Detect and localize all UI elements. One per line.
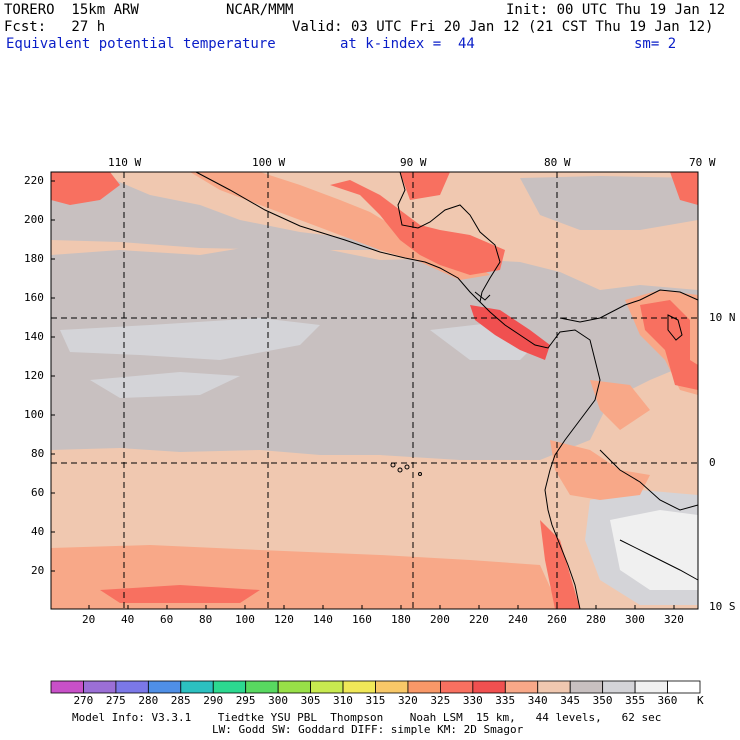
colorbar-swatch xyxy=(667,680,701,694)
colorbar-swatch xyxy=(634,680,668,694)
colorbar-label: 290 xyxy=(203,694,224,707)
lat-label-10n: 10 N xyxy=(709,311,736,324)
colorbar-label: 320 xyxy=(397,694,418,707)
colorbar-label: 315 xyxy=(365,694,386,707)
field-name: Equivalent potential temperature xyxy=(6,36,276,52)
colorbar-label: 300 xyxy=(268,694,289,707)
forecast-hour: Fcst: 27 h xyxy=(4,19,106,35)
lon-label-70w: 70 W xyxy=(689,156,716,169)
colorbar-swatch xyxy=(147,680,182,694)
colorbar-swatch xyxy=(180,680,214,694)
x-tick-200: 200 xyxy=(430,613,450,626)
colorbar-label: 350 xyxy=(592,694,613,707)
colorbar-label: 325 xyxy=(430,694,451,707)
model-physics: LW: Godd SW: Goddard DIFF: simple KM: 2D… xyxy=(212,723,524,736)
lat-label-0: 0 xyxy=(709,456,716,469)
colorbar-swatch xyxy=(310,680,344,694)
y-tick-100: 100 xyxy=(24,408,44,421)
lon-label-90w: 90 W xyxy=(400,156,427,169)
colorbar-label: 295 xyxy=(235,694,256,707)
x-tick-40: 40 xyxy=(121,613,135,626)
colorbar-label: 305 xyxy=(300,694,321,707)
y-tick-120: 120 xyxy=(24,369,44,382)
model-name: TORERO 15km ARW xyxy=(4,2,139,18)
x-tick-100: 100 xyxy=(235,613,255,626)
x-tick-300: 300 xyxy=(625,613,645,626)
x-tick-240: 240 xyxy=(508,613,528,626)
x-tick-220: 220 xyxy=(469,613,489,626)
smoothing-label: sm= 2 xyxy=(634,36,677,52)
colorbar-swatch xyxy=(212,680,247,694)
valid-time: Valid: 03 UTC Fri 20 Jan 12 (21 CST Thu … xyxy=(292,19,714,35)
x-tick-160: 160 xyxy=(352,613,372,626)
y-tick-60: 60 xyxy=(31,486,45,499)
map-fill xyxy=(51,172,698,609)
y-tick-220: 220 xyxy=(24,174,44,187)
colorbar-swatch xyxy=(50,680,84,694)
lon-label-100w: 100 W xyxy=(252,156,286,169)
colorbar-label: 280 xyxy=(138,694,159,707)
colorbar-swatch xyxy=(407,680,441,694)
colorbar-swatch xyxy=(472,680,506,694)
colorbar-label: 335 xyxy=(495,694,516,707)
x-tick-140: 140 xyxy=(313,613,333,626)
y-tick-40: 40 xyxy=(31,525,45,538)
colorbar-swatch xyxy=(602,680,636,694)
lon-label-80w: 80 W xyxy=(544,156,571,169)
colorbar-label: 355 xyxy=(625,694,645,707)
colorbar-label: 270 xyxy=(73,694,94,707)
y-tick-160: 160 xyxy=(24,291,44,304)
colorbar-swatch xyxy=(375,680,409,694)
colorbar-swatch xyxy=(537,680,571,694)
x-tick-260: 260 xyxy=(547,613,567,626)
init-time: Init: 00 UTC Thu 19 Jan 12 xyxy=(506,2,726,18)
y-tick-200: 200 xyxy=(24,213,44,226)
colorbar-label: 360 xyxy=(657,694,678,707)
colorbar-swatch xyxy=(277,680,311,694)
x-tick-60: 60 xyxy=(160,613,174,626)
level-label: at k-index = 44 xyxy=(340,36,475,52)
colorbar-unit: K xyxy=(697,694,704,707)
colorbar-swatch xyxy=(245,680,279,694)
x-tick-120: 120 xyxy=(274,613,294,626)
colorbar-label: 285 xyxy=(170,694,191,707)
colorbar-swatch xyxy=(439,680,474,694)
lat-label-10s: 10 S xyxy=(709,600,736,613)
colorbar-swatch xyxy=(342,680,376,694)
colorbar-swatch xyxy=(569,680,604,694)
x-tick-320: 320 xyxy=(664,613,684,626)
y-tick-80: 80 xyxy=(31,447,45,460)
axis-ticks xyxy=(51,180,675,609)
colorbar-label: 330 xyxy=(462,694,483,707)
organization: NCAR/MMM xyxy=(226,2,294,18)
model-info: Model Info: V3.3.1 Tiedtke YSU PBL Thomp… xyxy=(72,711,662,724)
x-tick-20: 20 xyxy=(82,613,96,626)
x-tick-280: 280 xyxy=(586,613,606,626)
colorbar-label: 345 xyxy=(560,694,581,707)
colorbar-swatch xyxy=(83,680,117,694)
colorbar-swatch xyxy=(504,680,539,694)
colorbar-swatch xyxy=(115,680,149,694)
colorbar-label: 275 xyxy=(105,694,126,707)
x-tick-80: 80 xyxy=(199,613,213,626)
lat-lon-grid xyxy=(51,172,698,609)
x-tick-180: 180 xyxy=(391,613,411,626)
colorbar-label: 310 xyxy=(333,694,353,707)
map-frame xyxy=(50,171,699,610)
y-tick-140: 140 xyxy=(24,330,44,343)
coastlines xyxy=(195,171,699,610)
y-tick-180: 180 xyxy=(24,252,44,265)
lon-label-110w: 110 W xyxy=(108,156,142,169)
y-tick-20: 20 xyxy=(31,564,45,577)
colorbar-label: 340 xyxy=(527,694,548,707)
